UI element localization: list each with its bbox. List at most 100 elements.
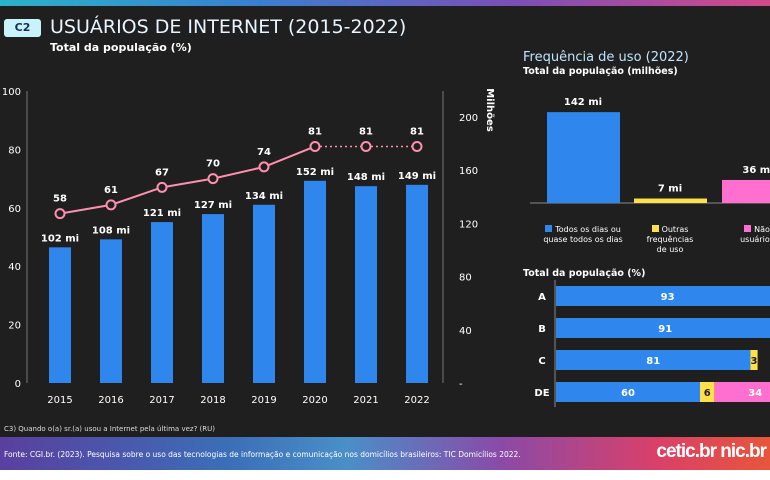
footer-band: Fonte: CGI.br. (2023). Pesquisa sobre o … [0, 437, 770, 470]
class-label: DE [534, 388, 549, 399]
y-right-tick: 160 [459, 166, 478, 177]
stacked-segment [556, 318, 770, 338]
x-tick: 2016 [98, 395, 123, 406]
legend-item: Nãousuários [707, 225, 770, 245]
stacked-segment [714, 382, 770, 402]
line-segment [110, 186, 163, 206]
line-point [258, 161, 270, 173]
bar [253, 204, 275, 383]
bar-label: 108 mi [92, 225, 130, 236]
page-title: USUÁRIOS DE INTERNET (2015-2022) [50, 16, 407, 38]
infographic: C2 USUÁRIOS DE INTERNET (2015-2022) Tota… [0, 0, 770, 470]
legend-label: Outras [661, 225, 689, 234]
stacked-label: 93 [661, 292, 675, 303]
x-tick: 2019 [251, 395, 276, 406]
stacked-segment [700, 382, 715, 402]
y-right-tick: 200 [459, 113, 478, 124]
stacked-segment [556, 350, 751, 370]
bar-label: 152 mi [296, 167, 334, 178]
legend-swatch [651, 225, 659, 232]
page-subtitle: Total da população (%) [50, 41, 192, 54]
class-label: B [538, 324, 546, 335]
frequency-subtitle: Total da população (milhões) [523, 66, 678, 77]
line-segment [161, 177, 214, 189]
frequency-bar-label: 7 mi [658, 184, 682, 195]
y-right-tick: 80 [459, 273, 472, 284]
bar [304, 180, 326, 383]
frequency-bar [722, 179, 770, 203]
bar [202, 214, 224, 383]
bar-label: 149 mi [398, 171, 436, 182]
line-point [411, 140, 423, 152]
line-point [309, 140, 321, 152]
stacked-label: 60 [621, 388, 635, 399]
frequency-bar [634, 198, 707, 203]
stacked-segment [750, 350, 758, 370]
source-text: Fonte: CGI.br. (2023). Pesquisa sobre o … [4, 450, 521, 459]
y-right-tick: 120 [459, 219, 478, 230]
legend-item: Todos os dias ou quase todos os dias [533, 225, 633, 245]
legend-label: usuários [740, 235, 770, 244]
bar [100, 239, 122, 383]
line-segment [263, 145, 316, 168]
line-point [156, 181, 168, 193]
bar [355, 186, 377, 383]
legend-label: quase todos os dias [543, 235, 623, 244]
stacked-label: 34 [748, 388, 762, 399]
bar [406, 184, 428, 383]
x-tick: 2022 [404, 395, 429, 406]
x-tick: 2020 [302, 395, 327, 406]
x-tick: 2021 [353, 395, 378, 406]
class-label: A [538, 292, 546, 303]
legend-item: Outras frequências de uso [620, 225, 720, 255]
line-label: 74 [257, 147, 271, 158]
y-left-tick: 60 [8, 204, 21, 215]
line-point [54, 208, 66, 220]
stacked-label: 3 [751, 356, 758, 367]
legend-label: frequências [646, 235, 694, 244]
frequency-bar-label: 36 mi [742, 165, 770, 176]
y-left-tick: 20 [8, 321, 21, 332]
line-label: 67 [155, 167, 169, 178]
bar [151, 222, 173, 383]
chart-badge: C2 [4, 19, 41, 37]
bar-label: 134 mi [245, 191, 283, 202]
legend-label: de uso [656, 245, 684, 254]
stacked-segment [556, 286, 770, 306]
y-right-label: Milhões [484, 88, 495, 132]
bar-label: 121 mi [143, 208, 181, 219]
y-right-tick: 40 [459, 326, 472, 337]
line-point [360, 140, 372, 152]
bar-label: 102 mi [41, 233, 79, 244]
frequency-bar [547, 112, 620, 203]
frequency-title: Frequência de uso (2022) [523, 50, 689, 65]
y-left-tick: 0 [15, 379, 21, 390]
x-tick: 2015 [47, 395, 72, 406]
frequency-bar-label: 142 mi [564, 97, 602, 108]
stacked-label: 6 [704, 388, 711, 399]
stacked-segment [556, 382, 700, 402]
stacked-label: 81 [646, 356, 660, 367]
line-label: 81 [308, 126, 322, 137]
question-note: C3) Quando o(a) sr.(a) usou a Internet p… [4, 425, 215, 433]
line-point [105, 199, 117, 211]
line-point [207, 173, 219, 185]
y-left-tick: 40 [8, 262, 21, 273]
y-left-tick: 80 [8, 145, 21, 156]
legend-label: Todos os dias ou [555, 225, 621, 234]
bar-label: 127 mi [194, 200, 232, 211]
charts-svg: 0 20 40 60 80 100 - 40 80 120 160 200 Milhões 102 mi 2… [2, 87, 770, 407]
y-left-tick: 100 [2, 87, 21, 98]
decorative-strip [0, 0, 770, 6]
line-label: 81 [359, 126, 373, 137]
bar-label: 148 mi [347, 172, 385, 183]
line-label: 58 [53, 194, 67, 205]
legend-swatch [744, 225, 752, 232]
y-right-tick: - [459, 379, 463, 390]
class-chart-subtitle: Total da população (%) [523, 268, 646, 279]
line-label: 70 [206, 159, 220, 170]
legend-swatch [545, 225, 553, 232]
line-label: 61 [104, 185, 118, 196]
x-tick: 2018 [200, 395, 225, 406]
x-tick: 2017 [149, 395, 174, 406]
